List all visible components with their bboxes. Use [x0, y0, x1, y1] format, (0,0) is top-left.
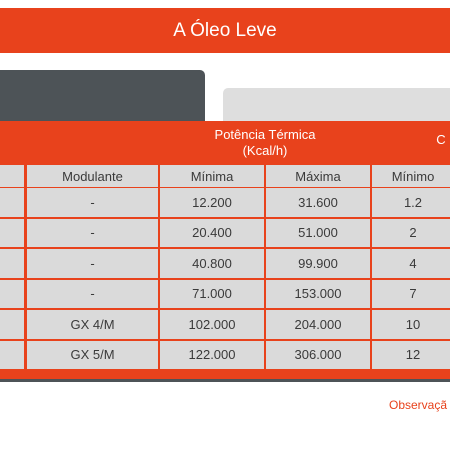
- table-cell: 7: [372, 279, 450, 308]
- table-cell: [0, 310, 24, 339]
- table-cell: [0, 188, 24, 217]
- table-cell: -: [27, 249, 158, 278]
- table-cell: 2: [372, 218, 450, 247]
- tab-active[interactable]: [0, 70, 205, 130]
- table-cell: 122.000: [160, 340, 264, 369]
- column-header: Modulante: [27, 165, 158, 187]
- table-cell: 71.000: [160, 279, 264, 308]
- table-cell: [0, 340, 24, 369]
- table-cell: 1.2: [372, 188, 450, 217]
- page-title: A Óleo Leve: [0, 8, 450, 53]
- column-header: Mínima: [160, 165, 264, 187]
- column-header: Mínimo: [372, 165, 450, 187]
- table-cell: 204.000: [266, 310, 370, 339]
- table-cell: -: [27, 279, 158, 308]
- column-header: Máxima: [266, 165, 370, 187]
- table-cell: -: [27, 188, 158, 217]
- table-cell: 12.200: [160, 188, 264, 217]
- table-cell: 10: [372, 310, 450, 339]
- observation-link[interactable]: Observaçã: [389, 398, 448, 412]
- table-cell: [0, 279, 24, 308]
- table-cell: 99.900: [266, 249, 370, 278]
- column-header: [0, 165, 24, 187]
- table-cell: GX 5/M: [27, 340, 158, 369]
- page-title-text: A Óleo Leve: [173, 19, 277, 41]
- group-header-potencia: Potência Térmica (Kcal/h): [214, 127, 316, 158]
- table-cell: GX 4/M: [27, 310, 158, 339]
- table-cell: [0, 249, 24, 278]
- group-header-c: C: [436, 131, 446, 147]
- table-cell: 102.000: [160, 310, 264, 339]
- table-cell: [0, 218, 24, 247]
- table-cell: 20.400: [160, 218, 264, 247]
- table-cell: 51.000: [266, 218, 370, 247]
- table-cell: 31.600: [266, 188, 370, 217]
- table-cell: 4: [372, 249, 450, 278]
- table-cell: 306.000: [266, 340, 370, 369]
- table-bottom-border: [0, 379, 450, 382]
- table-cell: -: [27, 218, 158, 247]
- table-cell: 153.000: [266, 279, 370, 308]
- table-cell: 12: [372, 340, 450, 369]
- specs-table: Potência Térmica (Kcal/h) C Modulante Mínim…: [0, 121, 450, 381]
- table-cell: 40.800: [160, 249, 264, 278]
